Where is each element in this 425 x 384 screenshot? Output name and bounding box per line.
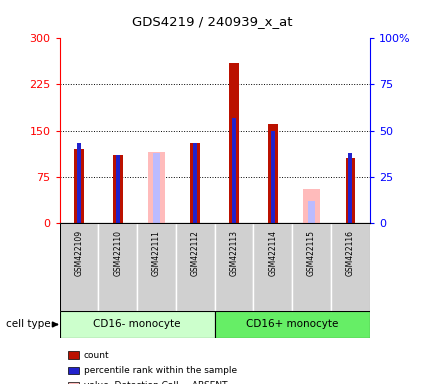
Bar <box>176 223 215 311</box>
Text: GSM422110: GSM422110 <box>113 230 122 276</box>
Bar <box>346 158 355 223</box>
Bar <box>232 118 236 223</box>
Text: GSM422111: GSM422111 <box>152 230 161 276</box>
Text: CD16+ monocyte: CD16+ monocyte <box>246 319 338 329</box>
Bar <box>116 154 119 223</box>
Bar <box>113 155 122 223</box>
Bar <box>148 152 165 223</box>
Bar <box>271 131 275 223</box>
Text: GSM422112: GSM422112 <box>191 230 200 276</box>
Bar <box>331 223 370 311</box>
Text: count: count <box>84 351 109 360</box>
Bar <box>193 144 197 223</box>
Text: value, Detection Call = ABSENT: value, Detection Call = ABSENT <box>84 381 227 384</box>
Bar <box>137 223 176 311</box>
Bar <box>98 223 137 311</box>
Bar <box>74 149 84 223</box>
Bar <box>229 63 239 223</box>
Bar <box>77 144 81 223</box>
Text: cell type: cell type <box>6 319 51 329</box>
Text: GSM422114: GSM422114 <box>268 230 277 276</box>
Bar <box>292 223 331 311</box>
Bar <box>268 124 278 223</box>
Bar <box>190 143 200 223</box>
Bar <box>308 200 315 223</box>
Bar <box>348 153 352 223</box>
Text: GSM422113: GSM422113 <box>230 230 238 276</box>
Bar <box>303 189 320 223</box>
Bar <box>153 153 160 223</box>
Bar <box>253 223 292 311</box>
Bar <box>60 311 215 338</box>
Text: GSM422115: GSM422115 <box>307 230 316 276</box>
Text: GSM422116: GSM422116 <box>346 230 355 276</box>
Text: GSM422109: GSM422109 <box>74 230 83 276</box>
Bar <box>215 311 370 338</box>
Text: percentile rank within the sample: percentile rank within the sample <box>84 366 237 375</box>
Text: CD16- monocyte: CD16- monocyte <box>94 319 181 329</box>
Text: GDS4219 / 240939_x_at: GDS4219 / 240939_x_at <box>132 15 293 28</box>
Bar <box>60 223 98 311</box>
Bar <box>215 223 253 311</box>
